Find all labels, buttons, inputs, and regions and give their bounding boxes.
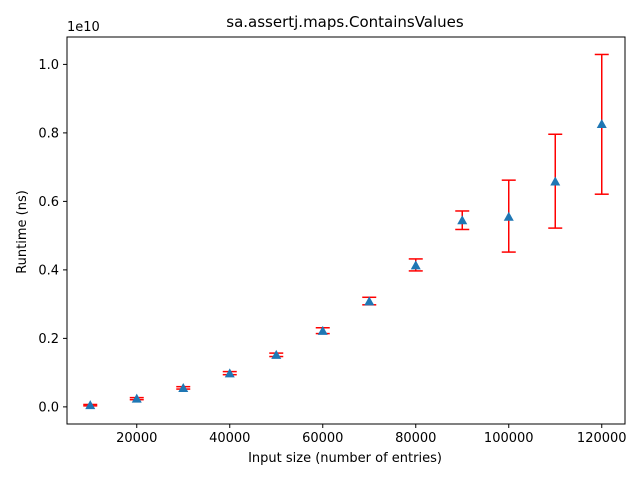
y-offset-text: 1e10 [67, 20, 100, 35]
data-point [271, 349, 282, 359]
data-point [85, 400, 96, 410]
data-point [364, 296, 375, 306]
y-tick-label: 0.2 [38, 332, 59, 347]
x-tick-label: 60000 [302, 431, 343, 446]
data-point [503, 211, 514, 221]
x-axis-label: Input size (number of entries) [248, 451, 442, 466]
data-point [317, 325, 328, 335]
y-axis-label: Runtime (ns) [15, 190, 30, 274]
x-tick-label: 20000 [116, 431, 157, 446]
data-point [178, 383, 189, 393]
x-tick-label: 120000 [577, 431, 627, 446]
data-point [224, 368, 235, 378]
axes-frame [66, 36, 626, 425]
y-tick-label: 0.4 [38, 263, 59, 278]
y-tick-label: 1.0 [38, 58, 59, 73]
plot-area [83, 53, 609, 410]
data-point [550, 176, 561, 186]
data-point [596, 118, 607, 128]
y-tick-label: 0.0 [38, 400, 59, 415]
x-tick-label: 100000 [484, 431, 534, 446]
chart-title: sa.assertj.maps.ContainsValues [226, 13, 464, 31]
data-point [131, 393, 142, 403]
y-tick-label: 0.8 [38, 126, 59, 141]
data-point [410, 260, 421, 270]
x-tick-label: 80000 [395, 431, 436, 446]
data-point [457, 215, 468, 225]
y-tick-label: 0.6 [38, 195, 59, 210]
x-tick-label: 40000 [209, 431, 250, 446]
